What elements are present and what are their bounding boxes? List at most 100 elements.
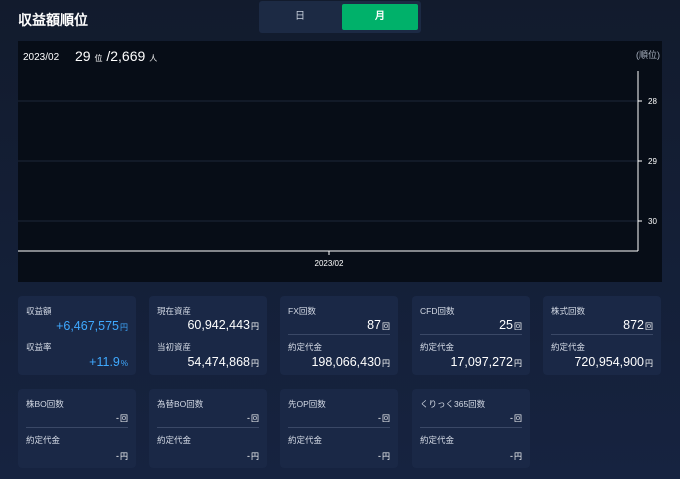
card-kurikku365: くりっく365回数 -回 約定代金 -円 [412,389,530,468]
rank-total: /2,669 [106,48,146,64]
card-stock: 株式回数 872回 約定代金 720,954,900円 [543,296,661,375]
profit-rate-value: +11.9% [89,355,128,369]
fx-count-value: 87回 [367,318,390,332]
y-tick-label-28: 28 [648,97,657,106]
card-label: 約定代金 [551,342,586,352]
cfd-amount-value: 17,097,272円 [450,355,522,369]
current-assets-unit: 円 [251,322,259,331]
card-label: 約定代金 [288,435,323,445]
fx-bo-count: - [247,413,250,423]
op-count-unit: 回 [382,414,390,423]
card-stock-bo: 株BO回数 -回 約定代金 -円 [18,389,136,468]
divider [288,427,390,428]
cfd-amount-unit: 円 [514,359,522,368]
card-label: 約定代金 [420,342,455,352]
card-label: 為替BO回数 [157,399,204,409]
rank-unit: 位 [94,54,103,63]
card-label: 株式回数 [551,306,586,316]
divider [26,427,128,428]
card-cfd: CFD回数 25回 約定代金 17,097,272円 [412,296,530,375]
chart-period: 2023/02 [23,52,60,63]
cfd-amount: 17,097,272 [450,355,513,369]
stock-amount-unit: 円 [645,359,653,368]
divider [157,427,259,428]
card-fx-bo: 為替BO回数 -回 約定代金 -円 [149,389,267,468]
fx-amount: 198,066,430 [311,355,381,369]
fx-count-unit: 回 [382,322,390,331]
op-count: - [378,413,381,423]
card-label: FX回数 [288,306,316,316]
initial-assets-value: 54,474,868円 [187,355,259,369]
profit-amount: +6,467,575 [56,319,119,333]
profit-unit: 円 [120,323,128,332]
cfd-count-unit: 回 [514,322,522,331]
card-futures-op: 先OP回数 -回 約定代金 -円 [280,389,398,468]
card-label: 約定代金 [26,435,61,445]
kurikku-amount-unit: 円 [514,452,522,461]
page-title: 収益額順位 [18,12,88,28]
card-label: 先OP回数 [288,399,326,409]
cfd-count: 25 [499,318,513,332]
card-label: 約定代金 [288,342,323,352]
fx-bo-count-unit: 回 [251,414,259,423]
card-label: CFD回数 [420,306,455,316]
stock-count-unit: 回 [645,322,653,331]
stock-bo-amount-unit: 円 [120,452,128,461]
axis-unit-label: (順位) [636,50,660,60]
fx-bo-count-value: -回 [247,413,259,424]
op-amount-unit: 円 [382,452,390,461]
card-assets: 現在資産 60,942,443円 当初資産 54,474,868円 [149,296,267,375]
x-tick-label: 2023/02 [315,259,344,268]
initial-assets-unit: 円 [251,359,259,368]
divider [551,334,653,335]
stock-bo-count-value: -回 [116,413,128,424]
current-assets-value: 60,942,443円 [187,318,259,332]
profit-rate-unit: % [120,359,128,368]
fx-amount-value: 198,066,430円 [311,355,390,369]
op-count-value: -回 [378,413,390,424]
op-amount-value: -円 [378,451,390,462]
kurikku-amount-value: -円 [510,451,522,462]
profit-rate: +11.9 [89,355,120,369]
card-label: 現在資産 [157,306,192,316]
card-label: 収益率 [26,342,52,352]
kurikku-count: - [510,413,513,423]
card-label: くりっく365回数 [420,399,486,409]
stock-count: 872 [623,318,644,332]
y-tick-label-30: 30 [648,217,657,226]
fx-bo-amount-unit: 円 [251,452,259,461]
stock-amount-value: 720,954,900円 [574,355,653,369]
card-profit: 収益額 +6,467,575円 収益率 +11.9% [18,296,136,375]
rank-value: 29 [75,48,91,64]
stock-bo-count-unit: 回 [120,414,128,423]
kurikku-count-unit: 回 [514,414,522,423]
card-label: 当初資産 [157,342,192,352]
rank-chart-panel: 2023/02 29 位 /2,669 人 (順位) 28 29 30 2023… [18,41,662,282]
kurikku-amount: - [510,451,513,461]
fx-amount-unit: 円 [382,359,390,368]
tab-month[interactable]: 月 [342,4,418,30]
current-assets: 60,942,443 [187,318,250,332]
divider [420,427,522,428]
kurikku-count-value: -回 [510,413,522,424]
fx-count: 87 [367,318,381,332]
card-label: 収益額 [26,306,52,316]
initial-assets: 54,474,868 [187,355,250,369]
profit-value: +6,467,575円 [56,319,128,333]
card-label: 株BO回数 [26,399,64,409]
fx-bo-amount-value: -円 [247,451,259,462]
stock-amount: 720,954,900 [574,355,644,369]
stock-bo-amount-value: -円 [116,451,128,462]
card-label: 約定代金 [157,435,192,445]
rank-summary: 29 位 /2,669 人 [75,48,157,64]
stock-bo-count: - [116,413,119,423]
rank-chart: 28 29 30 2023/02 [18,71,657,268]
y-tick-label-29: 29 [648,157,657,166]
tab-day[interactable]: 日 [295,11,305,22]
stock-bo-amount: - [116,451,119,461]
period-toggle: 日 月 [259,1,421,33]
stock-count-value: 872回 [623,318,653,332]
fx-bo-amount: - [247,451,250,461]
card-label: 約定代金 [420,435,455,445]
